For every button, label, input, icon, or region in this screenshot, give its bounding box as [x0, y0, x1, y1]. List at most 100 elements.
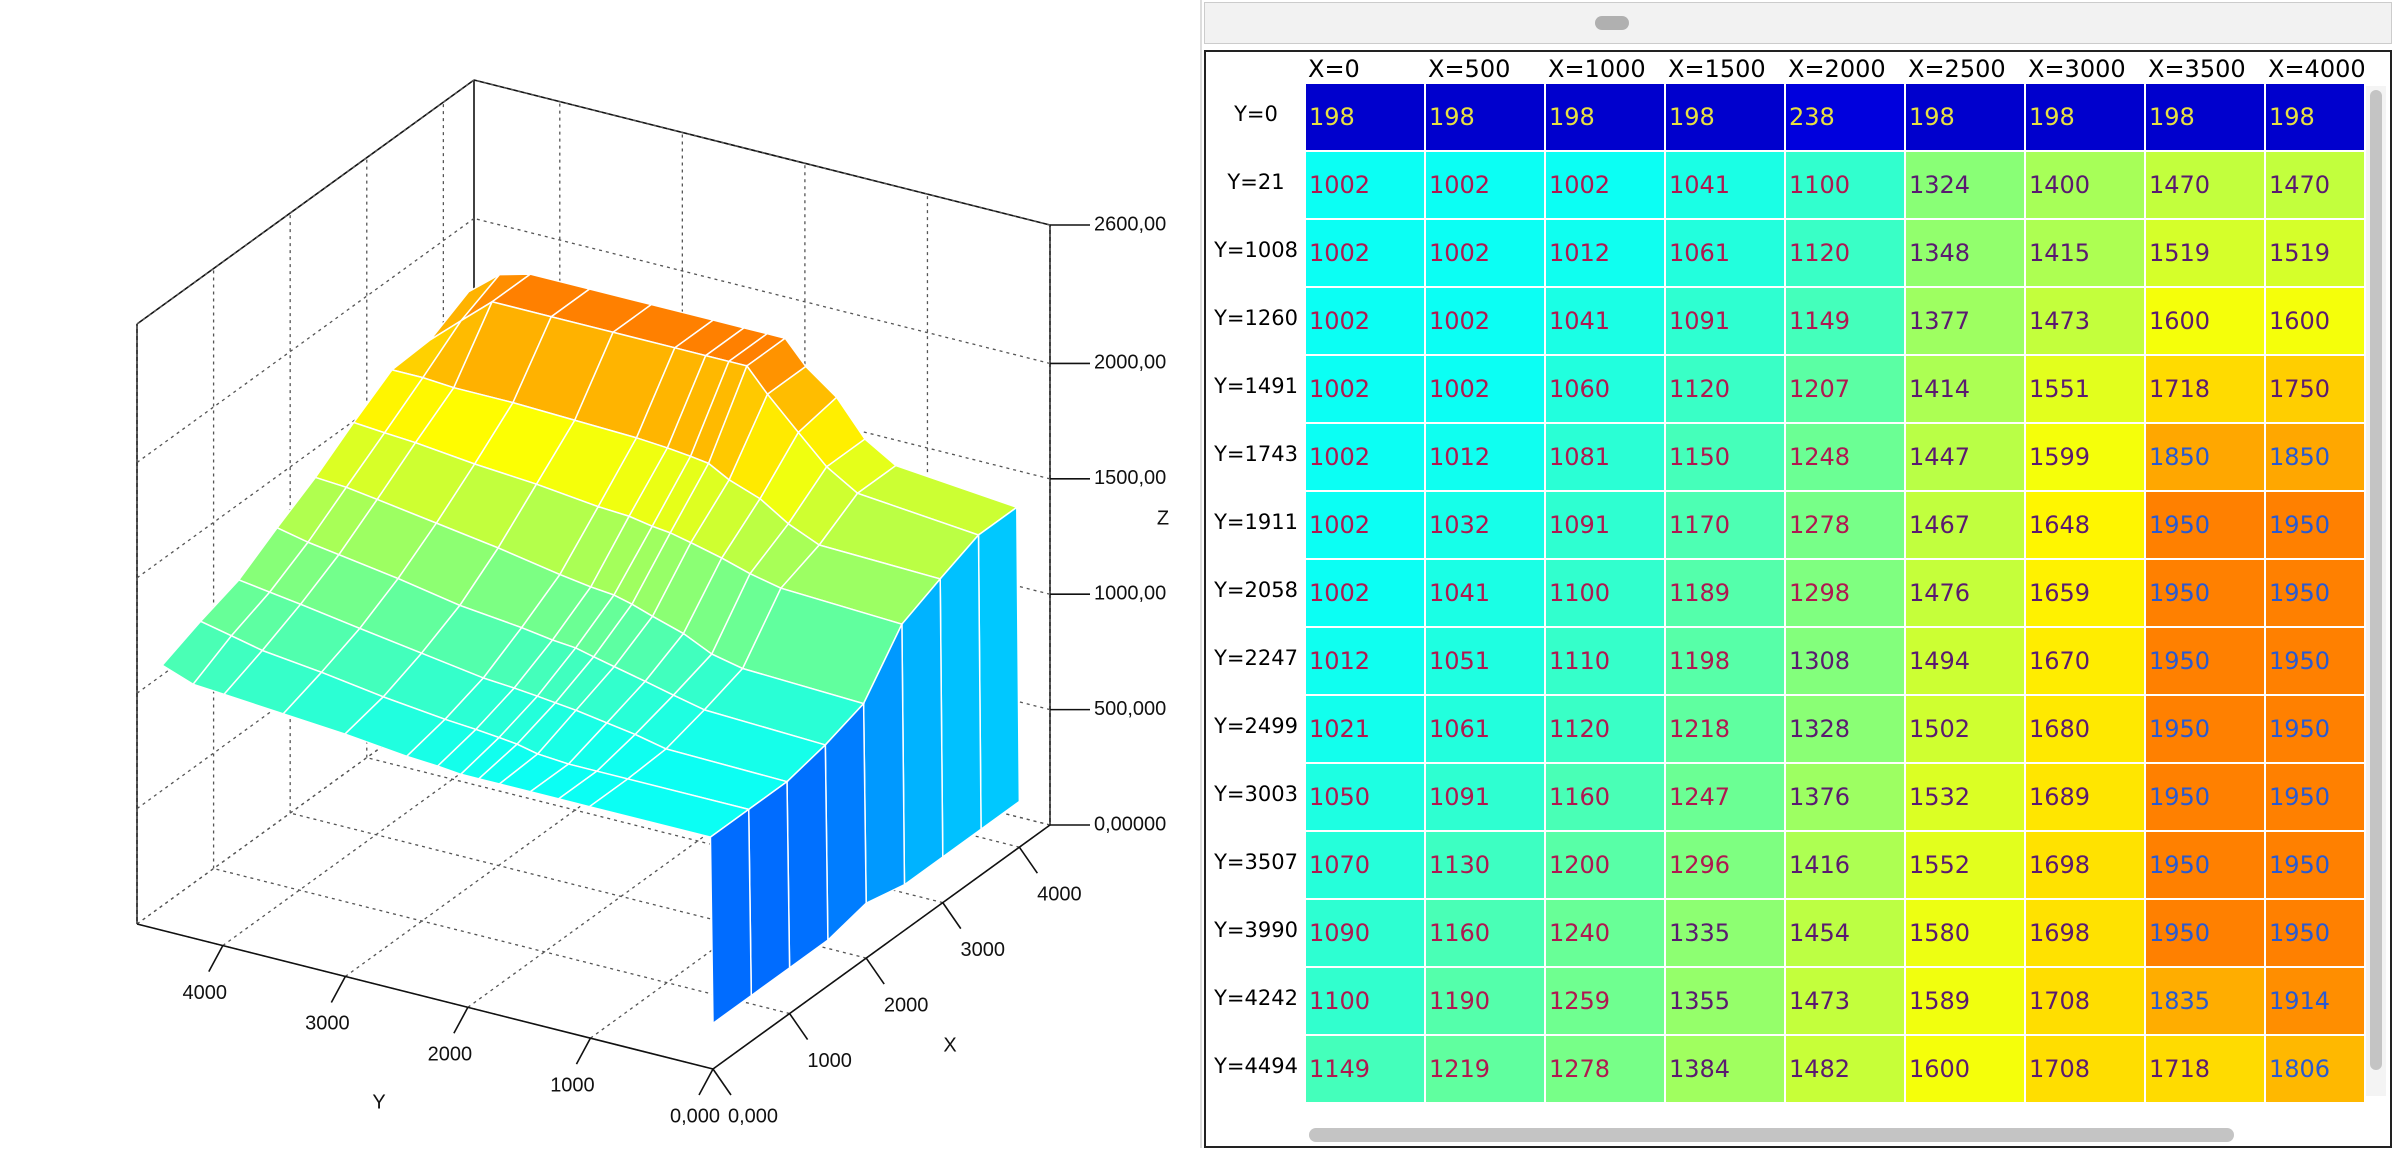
cell: 1914	[2266, 968, 2364, 1035]
row-header: Y=2247	[1214, 646, 1298, 670]
cell: 1473	[1786, 968, 1905, 1035]
x-tick	[1018, 846, 1039, 874]
cell: 1207	[1786, 356, 1905, 423]
cell: 1200	[1546, 832, 1665, 899]
cell: 1160	[1546, 764, 1665, 831]
cell: 1190	[1426, 968, 1545, 1035]
surface-patch	[786, 743, 829, 970]
cell: 1473	[2026, 288, 2145, 355]
x-tick	[865, 957, 885, 985]
row-header: Y=3003	[1214, 782, 1298, 806]
cell: 1170	[1666, 492, 1785, 559]
cell: 1002	[1426, 152, 1545, 219]
cell: 1599	[2026, 424, 2145, 491]
cell: 1091	[1426, 764, 1545, 831]
vertical-scrollbar[interactable]	[2366, 86, 2386, 1096]
y-tick	[575, 1037, 592, 1065]
cell: 1100	[1306, 968, 1425, 1035]
y-tick	[698, 1068, 714, 1096]
cell: 1348	[1906, 220, 2025, 287]
cell: 1012	[1426, 424, 1545, 491]
cell: 1519	[2146, 220, 2265, 287]
cell: 1680	[2026, 696, 2145, 763]
cell: 1750	[2266, 356, 2364, 423]
horizontal-scrollbar[interactable]	[1309, 1128, 2234, 1142]
cell: 1950	[2146, 628, 2265, 695]
cell: 1149	[1306, 1036, 1425, 1103]
cell: 1950	[2146, 900, 2265, 967]
cell: 1835	[2146, 968, 2265, 1035]
cell: 1589	[1906, 968, 2025, 1035]
cell: 1081	[1546, 424, 1665, 491]
cell: 1376	[1786, 764, 1905, 831]
column-header: X=3000	[2028, 55, 2126, 83]
cell: 1041	[1546, 288, 1665, 355]
y-tick	[208, 945, 224, 972]
cell: 1950	[2146, 764, 2265, 831]
cell: 1494	[1906, 628, 2025, 695]
cell: 1002	[1306, 152, 1425, 219]
row-header: Y=4494	[1214, 1054, 1298, 1078]
cell: 1950	[2266, 492, 2364, 559]
cell: 1414	[1906, 356, 2025, 423]
cell: 1718	[2146, 356, 2265, 423]
cell: 1950	[2266, 900, 2364, 967]
y-tick-label: 2000	[428, 1044, 473, 1066]
y-tick	[330, 976, 347, 1003]
surface-patch	[824, 701, 867, 942]
cell: 1120	[1546, 696, 1665, 763]
cell: 1806	[2266, 1036, 2364, 1103]
cell: 1090	[1306, 900, 1425, 967]
cell: 1061	[1666, 220, 1785, 287]
cell: 198	[2026, 84, 2145, 151]
cell: 1470	[2146, 152, 2265, 219]
cell: 1091	[1666, 288, 1785, 355]
cell: 198	[1666, 84, 1785, 151]
cell: 1240	[1546, 900, 1665, 967]
cell: 1002	[1306, 356, 1425, 423]
scroll-thumb[interactable]	[1595, 16, 1629, 30]
cell: 1247	[1666, 764, 1785, 831]
row-header: Y=2058	[1214, 578, 1298, 602]
surface-patch	[901, 576, 944, 887]
cell: 198	[1906, 84, 2025, 151]
cell: 1552	[1906, 832, 2025, 899]
cell: 1100	[1546, 560, 1665, 627]
cell: 1002	[1426, 220, 1545, 287]
z-tick-label: 500,000	[1094, 698, 1166, 720]
cell: 1950	[2266, 764, 2364, 831]
top-scrollbar[interactable]	[1204, 2, 2392, 44]
cell: 1670	[2026, 628, 2145, 695]
cell: 1482	[1786, 1036, 1905, 1103]
z-tick-label: 1000,00	[1094, 583, 1166, 605]
cell: 1198	[1666, 628, 1785, 695]
cell: 1476	[1906, 560, 2025, 627]
cell: 1551	[2026, 356, 2145, 423]
cell: 1021	[1306, 696, 1425, 763]
cell: 1061	[1426, 696, 1545, 763]
cell: 1502	[1906, 696, 2025, 763]
cell: 1698	[2026, 900, 2145, 967]
cell: 1648	[2026, 492, 2145, 559]
column-header: X=1000	[1548, 55, 1646, 83]
cell: 1248	[1786, 424, 1905, 491]
cell: 1308	[1786, 628, 1905, 695]
cell: 238	[1786, 84, 1905, 151]
cell: 1950	[2266, 560, 2364, 627]
cell: 1416	[1786, 832, 1905, 899]
cell: 1600	[2266, 288, 2364, 355]
cell: 1718	[2146, 1036, 2265, 1103]
scroll-thumb[interactable]	[2370, 90, 2382, 1070]
cell: 1689	[2026, 764, 2145, 831]
cell: 1580	[1906, 900, 2025, 967]
cell: 1600	[1906, 1036, 2025, 1103]
cell: 1850	[2146, 424, 2265, 491]
cell: 1012	[1306, 628, 1425, 695]
cell: 1091	[1546, 492, 1665, 559]
cell: 1698	[2026, 832, 2145, 899]
row-header: Y=1491	[1214, 374, 1298, 398]
y-tick	[453, 1006, 469, 1034]
cell: 1296	[1666, 832, 1785, 899]
surface-patch	[709, 807, 753, 1025]
